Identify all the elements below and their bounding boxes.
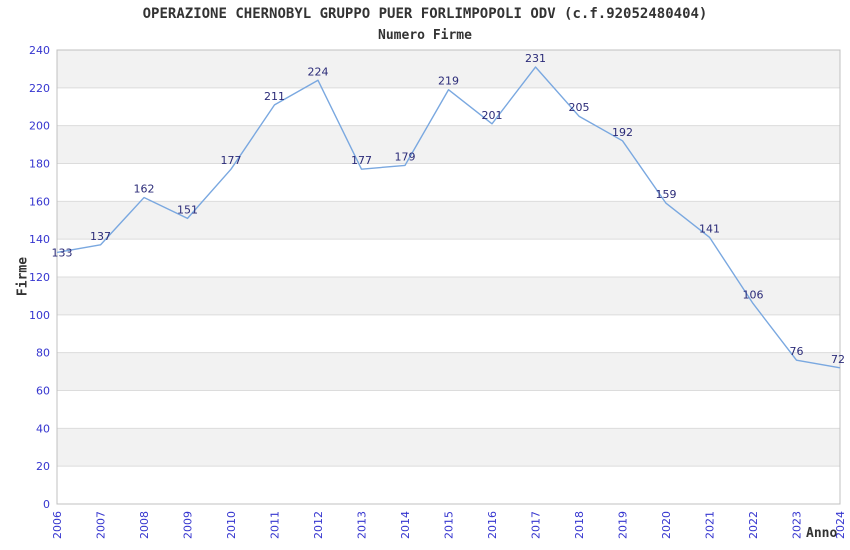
plot-band bbox=[57, 125, 840, 164]
x-tick-label: 2006 bbox=[51, 511, 64, 539]
plot-band bbox=[57, 201, 840, 240]
x-tick-label: 2009 bbox=[182, 511, 195, 539]
y-tick-label: 40 bbox=[36, 422, 50, 435]
data-line bbox=[56, 66, 841, 369]
value-label: 219 bbox=[438, 75, 459, 88]
value-label: 133 bbox=[52, 246, 73, 259]
x-tick-label: 2017 bbox=[530, 511, 543, 539]
plot-band bbox=[57, 314, 840, 353]
plot-band bbox=[57, 50, 840, 88]
x-tick-label: 2013 bbox=[356, 511, 369, 539]
value-label: 177 bbox=[221, 154, 242, 167]
value-label: 141 bbox=[699, 222, 720, 235]
value-label: 72 bbox=[831, 353, 845, 366]
plot-band bbox=[57, 239, 840, 277]
y-tick-label: 0 bbox=[43, 498, 50, 511]
plot-band bbox=[57, 163, 840, 202]
value-label: 201 bbox=[482, 109, 503, 122]
y-tick-label: 140 bbox=[29, 233, 50, 246]
plot-band bbox=[57, 352, 840, 391]
value-label: 211 bbox=[264, 90, 285, 103]
y-tick-label: 120 bbox=[29, 271, 50, 284]
value-label: 162 bbox=[134, 183, 155, 196]
chart-title: OPERAZIONE CHERNOBYL GRUPPO PUER FORLIMP… bbox=[142, 6, 708, 22]
y-tick-label: 160 bbox=[29, 195, 50, 208]
x-tick-label: 2012 bbox=[312, 511, 325, 539]
value-label: 205 bbox=[569, 101, 590, 114]
value-label: 106 bbox=[743, 288, 764, 301]
plot-band bbox=[57, 466, 840, 504]
x-tick-label: 2008 bbox=[138, 511, 151, 539]
y-tick-label: 20 bbox=[36, 460, 50, 473]
x-tick-label: 2022 bbox=[747, 511, 760, 539]
y-tick-label: 100 bbox=[29, 309, 50, 322]
value-label: 76 bbox=[790, 345, 804, 358]
value-label: 151 bbox=[177, 203, 198, 216]
value-label: 192 bbox=[612, 126, 633, 139]
value-label: 137 bbox=[90, 230, 111, 243]
x-tick-label: 2016 bbox=[486, 511, 499, 539]
x-tick-label: 2020 bbox=[660, 511, 673, 539]
plot-band bbox=[57, 277, 840, 315]
value-label: 224 bbox=[308, 65, 329, 78]
x-tick-label: 2014 bbox=[399, 511, 412, 539]
x-tick-label: 2019 bbox=[617, 511, 630, 539]
x-axis-title: Anno bbox=[806, 526, 838, 541]
plot-band bbox=[57, 87, 840, 126]
x-tick-label: 2018 bbox=[573, 511, 586, 539]
y-tick-label: 180 bbox=[29, 158, 50, 171]
y-tick-label: 240 bbox=[29, 44, 50, 57]
plot-band bbox=[57, 428, 840, 467]
y-tick-label: 200 bbox=[29, 120, 50, 133]
x-tick-label: 2010 bbox=[225, 511, 238, 539]
value-label: 231 bbox=[525, 52, 546, 65]
x-tick-label: 2023 bbox=[791, 511, 804, 539]
y-tick-label: 80 bbox=[36, 347, 50, 360]
value-label: 177 bbox=[351, 154, 372, 167]
y-tick-label: 220 bbox=[29, 82, 50, 95]
x-tick-label: 2015 bbox=[443, 511, 456, 539]
y-tick-label: 60 bbox=[36, 385, 50, 398]
chart-subtitle: Numero Firme bbox=[378, 28, 472, 43]
x-tick-label: 2007 bbox=[95, 511, 108, 539]
value-label: 179 bbox=[395, 150, 416, 163]
plot-band bbox=[57, 390, 840, 429]
plot-border bbox=[56, 49, 841, 505]
x-tick-label: 2024 bbox=[834, 511, 847, 539]
value-label: 159 bbox=[656, 188, 677, 201]
x-tick-label: 2021 bbox=[704, 511, 717, 539]
x-tick-label: 2011 bbox=[269, 511, 282, 539]
